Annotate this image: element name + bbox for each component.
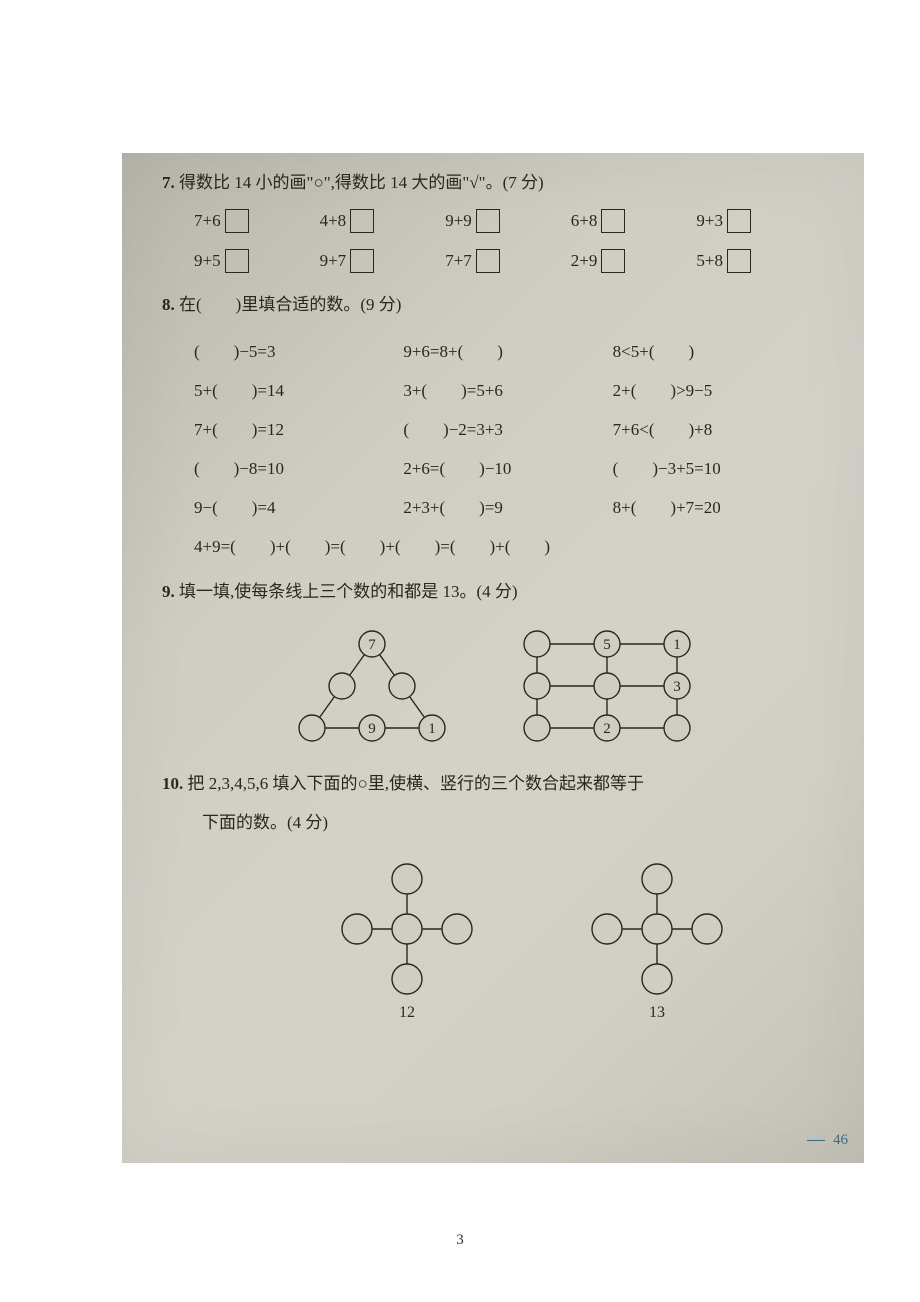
q10-cross-right: 13 [582,859,732,1029]
q10-diagrams: 12 13 [332,859,822,1029]
tail-dash-icon [807,1140,825,1141]
q7-expr: 5+8 [696,251,723,271]
answer-box [350,249,374,273]
q8-heading: 8. 在( )里填合适的数。(9 分) [162,289,822,321]
q7-expr: 2+9 [571,251,598,271]
q7-expr: 7+7 [445,251,472,271]
q8-eq: 8<5+( ) [613,332,822,371]
q7-row1: 7+6 4+8 9+9 6+8 9+3 [194,209,822,233]
q8-eq: 4+9=( )+( )=( )+( )=( )+( ) [194,527,550,566]
q7-item: 7+6 [194,209,320,233]
doc-page-number: 3 [0,1232,920,1249]
svg-text:1: 1 [673,637,681,653]
q9-number: 9. [162,582,175,601]
worksheet-photo: 7. 得数比 14 小的画"○",得数比 14 大的画"√"。(7 分) 7+6… [122,153,864,1163]
q10-cross-left: 12 [332,859,482,1029]
svg-text:9: 9 [368,721,376,737]
q9-heading: 9. 填一填,使每条线上三个数的和都是 13。(4 分) [162,576,822,608]
svg-text:7: 7 [368,637,376,653]
q9-triangle-diagram: 7 9 1 [292,626,452,746]
q7-expr: 9+7 [320,251,347,271]
q8-eq: 2+( )>9−5 [613,371,822,410]
q8-text: 在( )里填合适的数。(9 分) [175,295,402,314]
answer-box [476,249,500,273]
q10-text-a: 把 2,3,4,5,6 填入下面的○里,使横、竖行的三个数合起来都等于 [183,774,644,793]
q10-text-b: 下面的数。(4 分) [202,807,822,839]
answer-box [601,249,625,273]
q8-eq: 5+( )=14 [194,371,403,410]
q7-expr: 9+5 [194,251,221,271]
q8-eq: ( )−5=3 [194,332,403,371]
q8-eq: ( )−8=10 [194,449,403,488]
q7-item: 5+8 [696,249,822,273]
answer-box [601,209,625,233]
q8-eq: 8+( )+7=20 [613,488,822,527]
answer-box [225,249,249,273]
svg-text:5: 5 [603,637,611,653]
q8-eq: 9−( )=4 [194,488,403,527]
q8-eq: 9+6=8+( ) [403,332,612,371]
q8-eq: 2+3+( )=9 [403,488,612,527]
svg-text:13: 13 [649,1004,665,1021]
q8-eq: ( )−2=3+3 [403,410,612,449]
q8-eq: 3+( )=5+6 [403,371,612,410]
q7-item: 9+5 [194,249,320,273]
q8-eq: 7+6<( )+8 [613,410,822,449]
q7-expr: 6+8 [571,211,598,231]
q8-row: 9−( )=42+3+( )=98+( )+7=20 [194,488,822,527]
answer-box [727,209,751,233]
q8-eq: ( )−3+5=10 [613,449,822,488]
q8-eq: 7+( )=12 [194,410,403,449]
q7-number: 7. [162,173,175,192]
svg-text:3: 3 [673,679,681,695]
svg-text:2: 2 [603,721,611,737]
q8-number: 8. [162,295,175,314]
q10-number: 10. [162,774,183,793]
q7-expr: 7+6 [194,211,221,231]
q8-eq: 2+6=( )−10 [403,449,612,488]
q9-diagrams: 7 9 1 5 1 3 2 [292,626,822,746]
svg-text:1: 1 [428,721,436,737]
q9-grid-diagram: 5 1 3 2 [512,626,702,746]
q8-row: 5+( )=143+( )=5+62+( )>9−5 [194,371,822,410]
answer-box [225,209,249,233]
q7-expr: 9+9 [445,211,472,231]
q7-item: 9+7 [320,249,446,273]
q7-item: 2+9 [571,249,697,273]
q8-row: ( )−5=39+6=8+( )8<5+( ) [194,332,822,371]
q7-row2: 9+5 9+7 7+7 2+9 5+8 [194,249,822,273]
svg-text:12: 12 [399,1004,415,1021]
q8-rows: ( )−5=39+6=8+( )8<5+( )5+( )=143+( )=5+6… [162,332,822,527]
q8-last-row: 4+9=( )+( )=( )+( )=( )+( ) [194,527,822,566]
q7-expr: 9+3 [696,211,723,231]
q7-expr: 4+8 [320,211,347,231]
q7-item: 4+8 [320,209,446,233]
worksheet-content: 7. 得数比 14 小的画"○",得数比 14 大的画"√"。(7 分) 7+6… [162,167,822,1029]
page-number-print: 46 [807,1132,848,1149]
q9-text: 填一填,使每条线上三个数的和都是 13。(4 分) [175,582,518,601]
answer-box [727,249,751,273]
q8-row: ( )−8=102+6=( )−10( )−3+5=10 [194,449,822,488]
page-number-value: 46 [833,1132,848,1149]
q8-row: 7+( )=12( )−2=3+37+6<( )+8 [194,410,822,449]
q10-heading: 10. 把 2,3,4,5,6 填入下面的○里,使横、竖行的三个数合起来都等于 [162,768,822,800]
answer-box [350,209,374,233]
q7-item: 7+7 [445,249,571,273]
q7-item: 6+8 [571,209,697,233]
q7-text: 得数比 14 小的画"○",得数比 14 大的画"√"。(7 分) [175,173,544,192]
page: 7. 得数比 14 小的画"○",得数比 14 大的画"√"。(7 分) 7+6… [0,0,920,1302]
q7-item: 9+3 [696,209,822,233]
q7-heading: 7. 得数比 14 小的画"○",得数比 14 大的画"√"。(7 分) [162,167,822,199]
answer-box [476,209,500,233]
q7-item: 9+9 [445,209,571,233]
